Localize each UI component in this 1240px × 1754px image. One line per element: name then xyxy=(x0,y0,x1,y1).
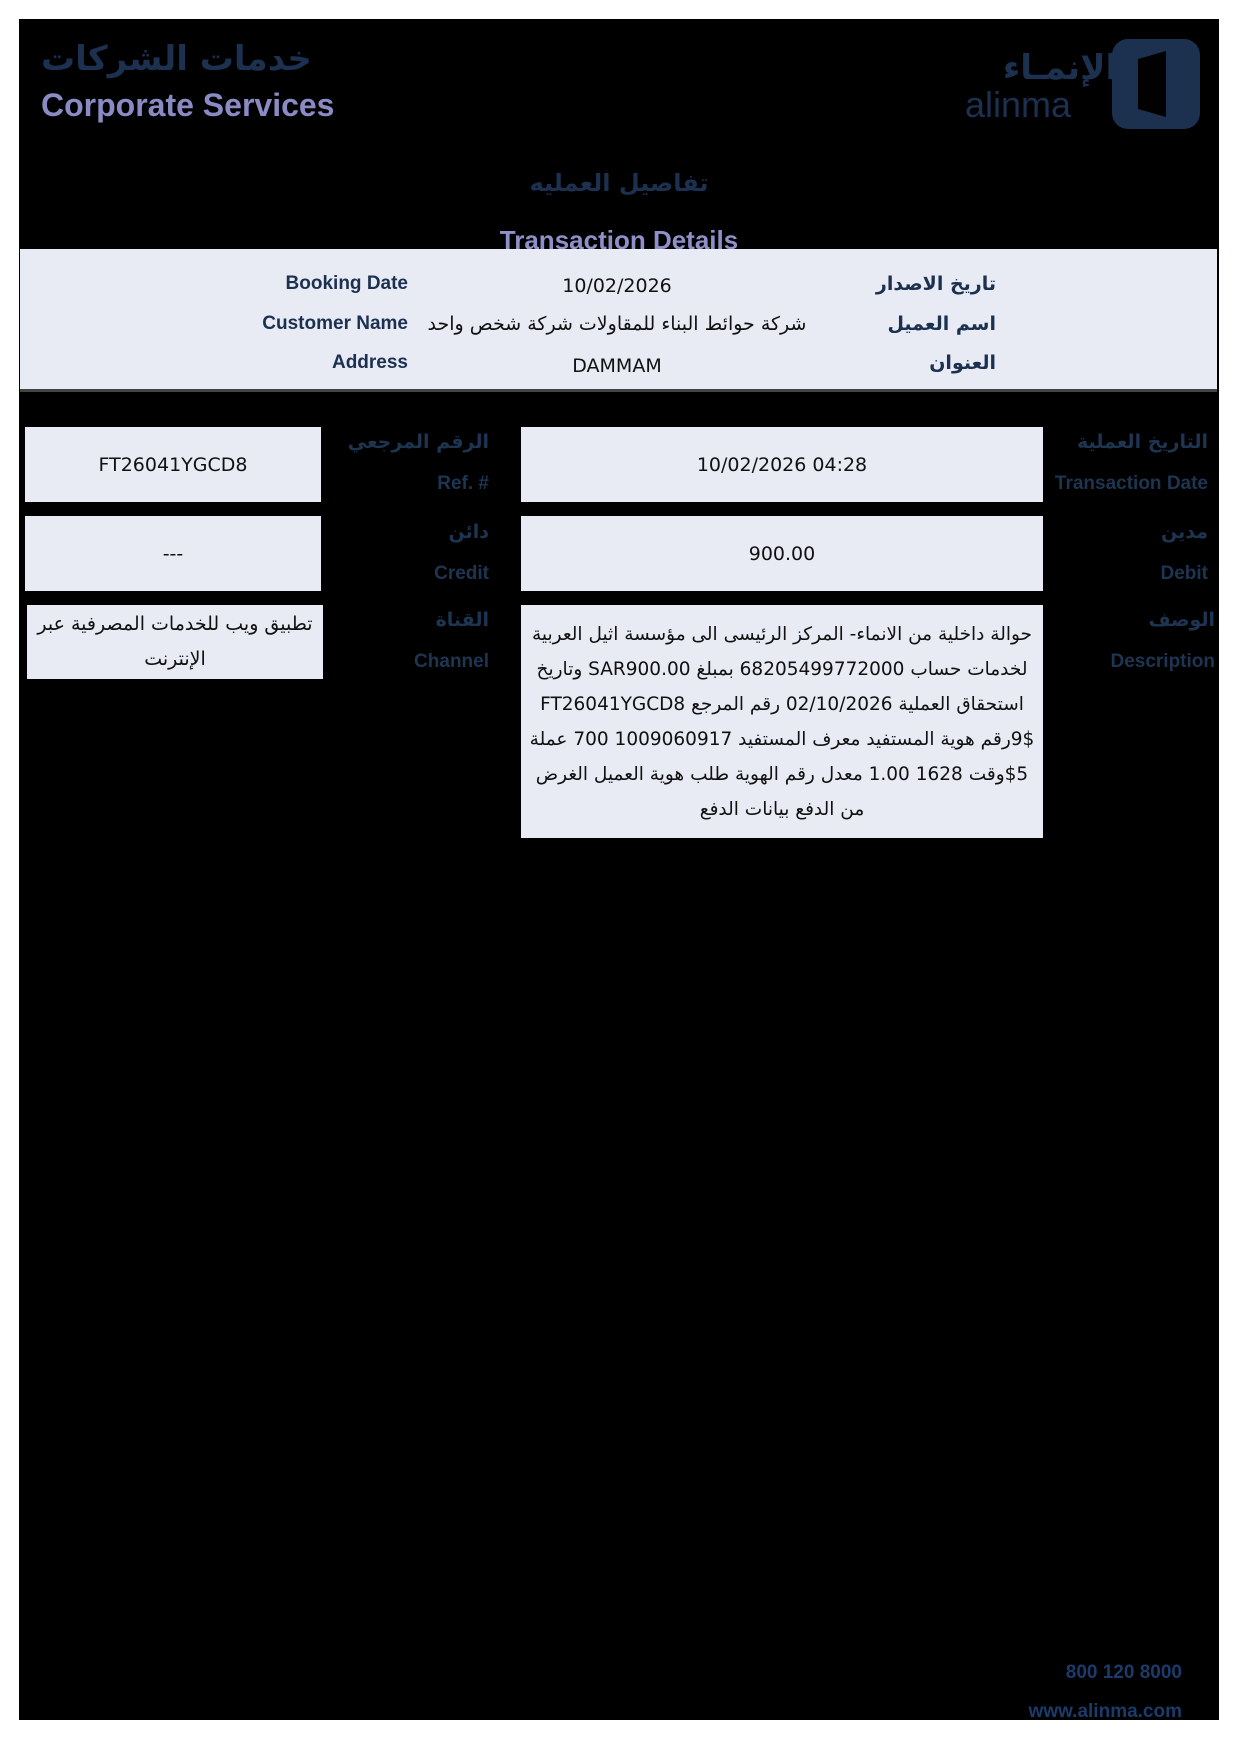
customer-info-panel: Booking Date 10/02/2026 تاريخ الاصدار Cu… xyxy=(20,249,1217,392)
debit-label-ar: مدين xyxy=(1161,521,1208,543)
channel-label-ar: القناة xyxy=(435,609,489,631)
channel-label: Channel xyxy=(414,651,489,672)
transaction-date-value-box: 10/02/2026 04:28 xyxy=(521,427,1043,502)
credit-label: Credit xyxy=(434,563,489,584)
channel-value-box: تطبيق ويب للخدمات المصرفية عبر الإنترنت xyxy=(27,605,323,679)
ref-value-box: FT26041YGCD8 xyxy=(25,427,321,502)
footer-website[interactable]: www.alinma.com xyxy=(1028,1701,1182,1722)
customer-name-label-ar: اسم العميل xyxy=(887,313,996,335)
customer-name-label: Customer Name xyxy=(262,313,408,334)
debit-label: Debit xyxy=(1160,563,1209,584)
footer-phone: 800 120 8000 xyxy=(1065,1662,1182,1683)
address-value: DAMMAM xyxy=(572,355,662,377)
title-arabic: تفاصيل العمليه xyxy=(529,169,709,197)
address-label-ar: العنوان xyxy=(929,352,996,374)
transaction-date-label-ar: التاريخ العملية xyxy=(1076,431,1208,453)
alinma-logo: الإنمـاء alinma xyxy=(960,37,1200,131)
brand-arabic: خدمات الشركات xyxy=(41,39,312,79)
description-value-box: حوالة داخلية من الانماء- المركز الرئيسى … xyxy=(521,605,1043,838)
brand-english: Corporate Services xyxy=(41,87,335,123)
customer-name-value: شركة حوائط البناء للمقاولات شركة شخص واح… xyxy=(427,313,807,335)
transaction-date-label: Transaction Date xyxy=(1054,473,1208,494)
document-page: خدمات الشركات Corporate Services الإنمـا… xyxy=(19,19,1219,1722)
debit-value-box: 900.00 xyxy=(521,516,1043,591)
credit-value-box: --- xyxy=(25,516,321,591)
alinma-logo-icon: الإنمـاء alinma xyxy=(965,39,1200,129)
ref-label-ar: الرقم المرجعي xyxy=(347,431,489,453)
description-label-ar: الوصف xyxy=(1148,609,1215,631)
credit-label-ar: دائن xyxy=(448,521,490,543)
svg-text:alinma: alinma xyxy=(965,84,1072,125)
svg-text:الإنمـاء: الإنمـاء xyxy=(1003,48,1117,88)
address-label: Address xyxy=(331,352,408,373)
ref-label: Ref. # xyxy=(437,473,489,494)
booking-date-label: Booking Date xyxy=(285,273,408,294)
booking-date-label-ar: تاريخ الاصدار xyxy=(875,273,996,295)
description-label: Description xyxy=(1110,651,1215,672)
booking-date-value: 10/02/2026 xyxy=(562,275,672,297)
